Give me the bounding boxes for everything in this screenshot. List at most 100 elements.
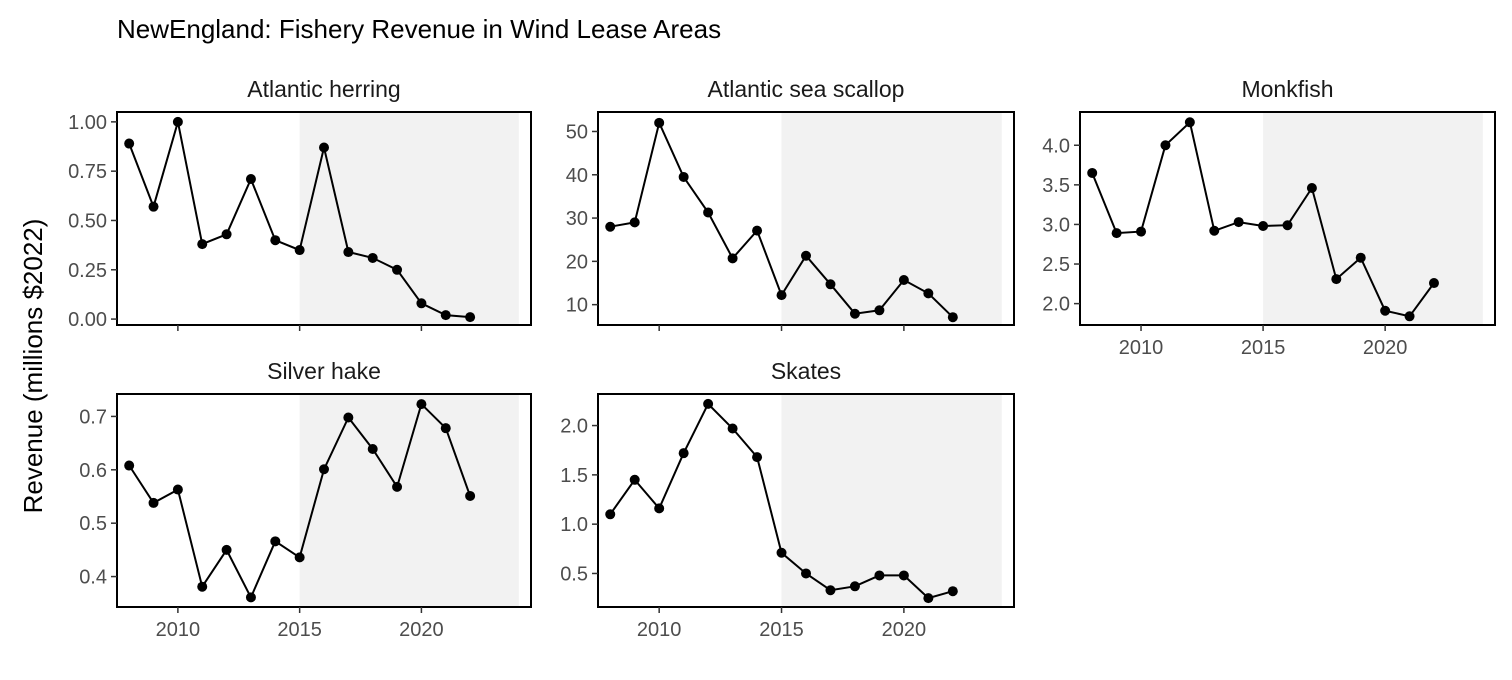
data-point <box>465 312 476 323</box>
data-point <box>825 585 836 596</box>
data-point <box>319 464 329 475</box>
data-point <box>874 570 885 581</box>
y-tick-label: 3.5 <box>1042 175 1070 197</box>
data-point <box>294 245 305 256</box>
y-tick-label: 0.00 <box>68 309 107 331</box>
data-point <box>416 399 427 410</box>
shaded-region <box>781 394 1002 607</box>
panel-border <box>116 111 532 326</box>
y-tick-label: 0.25 <box>68 260 107 282</box>
data-point <box>1331 274 1342 285</box>
data-point <box>947 312 958 323</box>
data-point <box>776 547 787 558</box>
y-tick-label: 0.4 <box>79 567 107 589</box>
panel-5: Skates 0.5 1.0 1.5 2.0 2010 2015 2020 <box>560 358 1015 641</box>
panel-title: Atlantic sea scallop <box>708 76 905 102</box>
y-tick-label: 20 <box>566 251 588 273</box>
data-point <box>124 138 135 149</box>
data-point <box>727 253 738 264</box>
data-point <box>294 552 305 563</box>
data-point <box>197 239 208 250</box>
data-point <box>849 581 860 592</box>
facet-panels: Atlantic herring0.000.250.500.751.00Atla… <box>68 76 1496 641</box>
panel-2: Atlantic sea scallop 10 20 30 40 50 <box>566 76 1015 331</box>
data-point <box>440 423 451 434</box>
x-tick-label: 2015 <box>277 619 322 641</box>
data-point <box>245 174 256 185</box>
data-point <box>898 274 909 285</box>
y-tick-label: 0.75 <box>68 161 107 183</box>
data-point <box>465 490 476 501</box>
x-tick-label: 2020 <box>1363 337 1408 359</box>
y-tick-label: 2.5 <box>1042 254 1070 276</box>
panel-border <box>1079 111 1496 326</box>
data-point <box>801 568 811 579</box>
data-point <box>678 448 689 459</box>
shaded-region <box>299 112 519 325</box>
data-point <box>270 536 281 547</box>
data-point <box>752 452 763 463</box>
data-point <box>849 308 860 319</box>
y-tick-label: 40 <box>566 165 588 187</box>
panel-title: Skates <box>771 358 841 384</box>
y-tick-label: 1.0 <box>560 514 588 536</box>
data-point <box>416 298 427 309</box>
data-point <box>1087 167 1098 178</box>
data-point <box>1282 220 1293 231</box>
shaded-region <box>1263 112 1483 325</box>
x-tick-label: 2015 <box>759 619 804 641</box>
data-point <box>654 117 665 128</box>
data-point <box>1111 228 1122 239</box>
data-point <box>947 586 958 597</box>
data-point <box>825 279 836 290</box>
data-point <box>727 423 738 434</box>
x-tick-label: 2020 <box>399 619 444 641</box>
data-point <box>270 235 281 246</box>
shaded-region <box>299 394 519 607</box>
data-point <box>172 484 183 495</box>
data-point <box>367 252 378 263</box>
x-tick-label: 2015 <box>1241 337 1286 359</box>
panel-3: Monkfish 2.0 2.5 3.0 3.5 4.0 2010 2015 2020 <box>1042 76 1496 359</box>
data-point <box>629 474 640 485</box>
data-point <box>1355 252 1366 263</box>
data-point <box>148 497 159 508</box>
data-point <box>343 412 354 423</box>
y-tick-label: 2.0 <box>560 416 588 438</box>
data-point <box>1428 278 1439 289</box>
data-point <box>1306 183 1317 194</box>
y-tick-label: 0.50 <box>68 210 107 232</box>
y-tick-label: 0.6 <box>79 460 107 482</box>
chart-title: NewEngland: Fishery Revenue in Wind Leas… <box>117 14 721 44</box>
y-tick-label: 0.5 <box>79 513 107 535</box>
data-point <box>703 207 714 218</box>
data-point <box>629 217 640 228</box>
data-point <box>319 142 329 153</box>
data-point <box>1233 217 1244 228</box>
y-tick-label: 1.00 <box>68 112 107 134</box>
y-tick-label: 50 <box>566 121 588 143</box>
data-point <box>392 481 403 492</box>
x-tick-label: 2010 <box>637 619 682 641</box>
shaded-region <box>781 112 1002 325</box>
data-point <box>1258 221 1269 232</box>
x-tick-label: 2020 <box>882 619 927 641</box>
panel-title: Monkfish <box>1241 76 1333 102</box>
data-point <box>124 460 135 471</box>
data-point <box>776 290 787 301</box>
data-point <box>172 116 183 127</box>
data-point <box>245 592 256 603</box>
data-point <box>801 250 811 261</box>
y-tick-label: 0.7 <box>79 406 107 428</box>
x-tick-label: 2010 <box>1119 337 1164 359</box>
data-point <box>874 305 885 316</box>
data-point <box>343 247 354 258</box>
data-point <box>678 171 689 182</box>
data-point <box>1209 225 1220 236</box>
panel-title: Silver hake <box>267 358 381 384</box>
data-point <box>1404 311 1415 322</box>
data-point <box>752 225 763 236</box>
data-point <box>923 593 934 604</box>
panel-border <box>116 393 532 608</box>
